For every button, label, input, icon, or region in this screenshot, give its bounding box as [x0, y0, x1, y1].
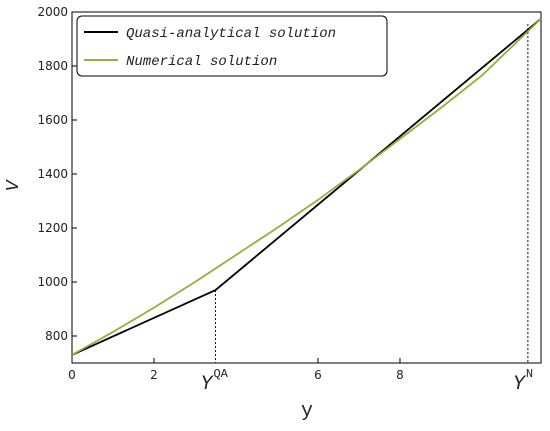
y-tick-label: 1600: [37, 113, 68, 127]
y-tick-label: 2000: [37, 5, 68, 19]
y-tick-label: 1800: [37, 59, 68, 73]
x-tick-label: 0: [68, 368, 76, 382]
x-tick-label: 6: [314, 368, 322, 382]
y-tick-label: 1000: [37, 275, 68, 289]
y-tick-label: 1400: [37, 167, 68, 181]
marker-label: Y: [200, 373, 214, 396]
legend-label: Quasi-analytical solution: [126, 26, 336, 42]
marker-superscript: QA: [213, 367, 228, 381]
marker-label: Y: [513, 373, 527, 396]
y-tick-label: 800: [45, 329, 68, 343]
series-line: [71, 18, 542, 356]
x-tick-label: 2: [150, 368, 158, 382]
x-tick-label: 8: [396, 368, 404, 382]
plot-frame: [71, 11, 542, 364]
legend-label: Numerical solution: [126, 54, 277, 70]
legend: Quasi-analytical solution Numerical solut…: [76, 15, 388, 77]
y-tick-label: 1200: [37, 221, 68, 235]
marker-superscript: N: [526, 367, 533, 381]
series-line: [71, 18, 542, 356]
y-axis-label: V: [4, 178, 24, 191]
x-axis-label: y: [301, 400, 313, 423]
legend-box: [76, 15, 388, 77]
